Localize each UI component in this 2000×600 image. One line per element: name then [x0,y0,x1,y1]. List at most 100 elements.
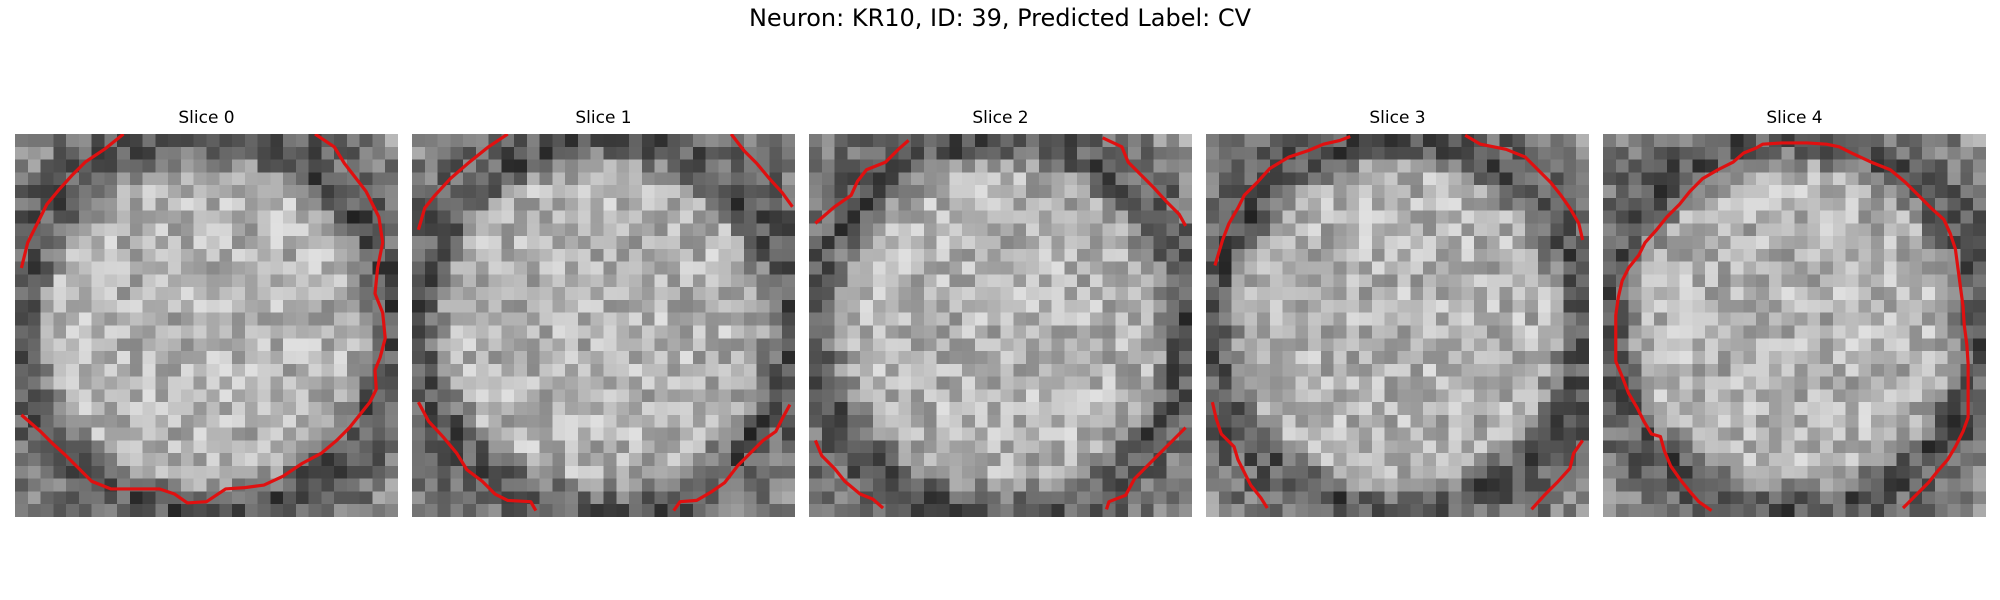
pixel [283,376,297,390]
pixel [1282,453,1296,467]
pixel [1333,197,1347,211]
pixel [847,325,861,339]
pixel [321,172,335,186]
pixel [1743,376,1757,390]
pixel [1153,236,1167,250]
pixel [1320,389,1334,403]
pixel [1615,402,1629,416]
pixel [616,197,630,211]
pixel [526,376,540,390]
pixel [1410,146,1424,160]
pixel [1346,402,1360,416]
pixel [705,453,719,467]
pixel [629,465,643,479]
pixel [821,185,835,199]
pixel [1960,287,1974,301]
pixel [949,159,963,173]
pixel [359,465,373,479]
pixel [1295,338,1309,352]
pixel [168,414,182,428]
pixel [78,172,92,186]
pixel [718,414,732,428]
pixel [1320,261,1334,275]
pixel [1654,478,1668,492]
pixel [539,440,553,454]
pixel [437,351,451,365]
pixel [1960,236,1974,250]
pixel [898,325,912,339]
pixel [705,134,719,148]
pixel [526,363,540,377]
pixel [962,172,976,186]
pixel [565,376,579,390]
pixel [142,223,156,237]
pixel [1768,299,1782,313]
pixel [1435,248,1449,262]
pixel [1525,402,1539,416]
pixel [1269,197,1283,211]
pixel [743,185,757,199]
pixel [1845,453,1859,467]
pixel [1257,197,1271,211]
pixel [1922,172,1936,186]
pixel [1410,453,1424,467]
pixel [949,363,963,377]
pixel [437,287,451,301]
pixel [1512,465,1526,479]
pixel [1730,299,1744,313]
pixel [911,453,925,467]
pixel [885,236,899,250]
pixel [514,197,528,211]
pixel [295,491,309,505]
pixel [962,299,976,313]
pixel [718,427,732,441]
pixel [104,210,118,224]
pixel [1244,197,1258,211]
pixel [437,134,451,148]
pixel [1384,338,1398,352]
pixel [577,504,591,517]
pixel [142,236,156,250]
pixel [1128,299,1142,313]
pixel [936,363,950,377]
pixel [743,325,757,339]
pixel [1550,414,1564,428]
pixel [66,287,80,301]
pixel [1435,172,1449,186]
pixel [782,376,795,390]
pixel [1692,248,1706,262]
pixel [193,376,207,390]
pixel [219,402,233,416]
pixel [1026,236,1040,250]
pixel [1960,210,1974,224]
pixel [1371,236,1385,250]
pixel [885,465,899,479]
pixel [66,325,80,339]
pixel [372,325,386,339]
pixel [1512,427,1526,441]
pixel [1333,172,1347,186]
pixel [872,261,886,275]
pixel [1423,491,1437,505]
pixel [1461,478,1475,492]
pixel [1960,134,1974,148]
pixel [834,465,848,479]
pixel [437,223,451,237]
pixel [641,351,655,365]
pixel [616,338,630,352]
pixel [1794,223,1808,237]
pixel [1807,248,1821,262]
pixel [1550,453,1564,467]
pixel [142,299,156,313]
pixel [1013,236,1027,250]
pixel [232,134,246,148]
pixel [475,287,489,301]
pixel [1832,325,1846,339]
pixel [219,236,233,250]
pixel [1166,351,1180,365]
pixel [1206,185,1220,199]
pixel [654,325,668,339]
pixel [539,351,553,365]
pixel [1512,185,1526,199]
pixel [1641,325,1655,339]
